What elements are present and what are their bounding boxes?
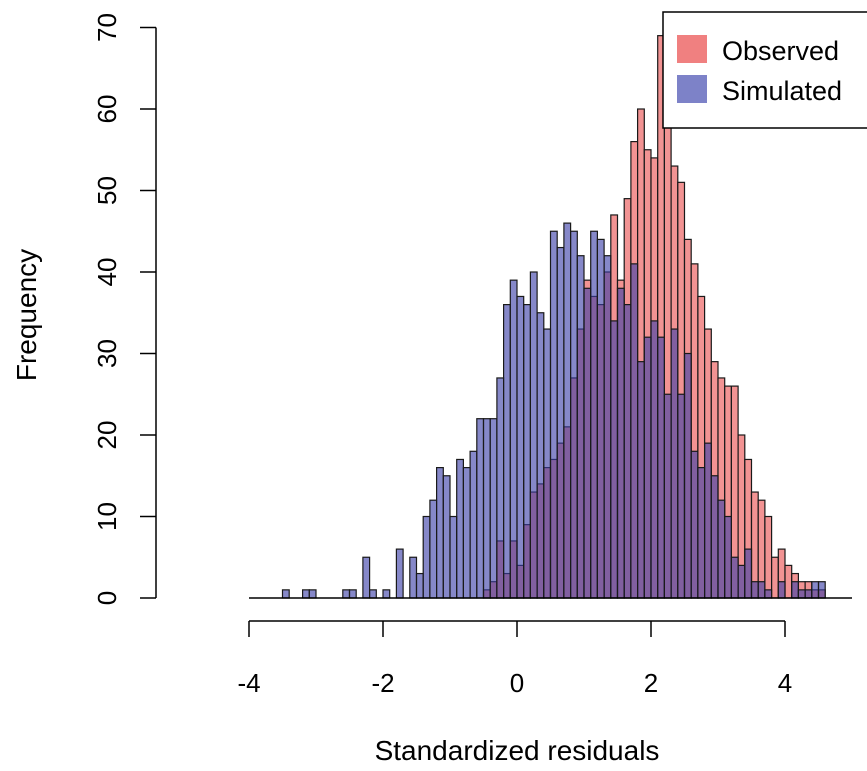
simulated-bar: [449, 515, 458, 599]
y-tick-label: 70: [92, 13, 122, 42]
simulated-bar: [429, 499, 438, 599]
simulated-bar: [415, 572, 424, 599]
y-tick-label: 30: [92, 339, 122, 368]
simulated-bar: [395, 548, 404, 599]
simulated-bar: [590, 230, 599, 599]
simulated-bar: [362, 556, 371, 599]
simulated-bar: [717, 499, 726, 599]
simulated-bar: [603, 255, 612, 599]
simulated-bar: [348, 589, 357, 599]
x-tick-label: 2: [644, 668, 658, 698]
simulated-bar: [536, 312, 545, 599]
simulated-bar: [744, 548, 753, 599]
simulated-bar: [496, 377, 505, 599]
simulated-bar: [576, 255, 585, 599]
simulated-bar: [683, 352, 692, 599]
simulated-bar: [623, 304, 632, 599]
x-tick-label: -2: [371, 668, 394, 698]
y-tick-label: 20: [92, 421, 122, 450]
y-tick-label: 10: [92, 502, 122, 531]
simulated-bar: [482, 418, 491, 599]
simulated-bar: [422, 515, 431, 599]
simulated-bar: [342, 589, 351, 599]
simulated-bar: [811, 581, 820, 599]
simulated-bar: [281, 589, 290, 599]
y-axis-title: Frequency: [11, 249, 42, 381]
simulated-bar: [677, 393, 686, 599]
simulated-bar: [476, 418, 485, 599]
legend-label-simulated: Simulated: [722, 76, 842, 106]
simulated-bar: [610, 320, 619, 599]
simulated-bar: [563, 222, 572, 599]
observed-bar: [770, 556, 779, 599]
simulated-bar: [556, 246, 565, 599]
y-tick-label: 0: [92, 591, 122, 605]
simulated-bar: [308, 589, 317, 599]
simulated-bar: [710, 475, 719, 599]
simulated-bar: [724, 515, 733, 599]
simulated-bar: [569, 230, 578, 599]
simulated-bar: [596, 238, 605, 599]
simulated-bar: [797, 589, 806, 599]
y-tick-label: 60: [92, 95, 122, 124]
simulated-bar: [630, 263, 639, 599]
simulated-bar: [369, 589, 377, 599]
simulated-bar: [757, 581, 766, 599]
simulated-bar: [616, 287, 625, 599]
simulated-bar: [516, 295, 525, 599]
simulated-bar: [777, 581, 786, 599]
simulated-bar: [730, 556, 739, 599]
simulated-bar: [442, 475, 451, 599]
simulated-bar: [503, 304, 511, 599]
simulated-bar: [549, 230, 558, 599]
simulated-bar: [456, 458, 465, 599]
legend: Observed Simulated: [662, 11, 867, 129]
simulated-bars: [281, 222, 826, 599]
legend-label-observed: Observed: [722, 36, 839, 66]
simulated-bar: [469, 450, 478, 599]
y-axis: 0 10 20 30 40 50 60 70: [92, 13, 157, 605]
observed-bar: [764, 515, 773, 599]
legend-swatch-observed: [677, 35, 707, 63]
simulated-bar: [543, 328, 552, 599]
simulated-bar: [643, 336, 652, 599]
simulated-bar: [690, 450, 699, 599]
x-tick-label: 0: [510, 668, 524, 698]
simulated-bar: [509, 279, 518, 599]
observed-bar: [784, 564, 793, 599]
x-tick-label: -4: [237, 668, 260, 698]
simulated-bar: [737, 564, 746, 599]
simulated-bar: [764, 589, 773, 599]
legend-box: [662, 11, 867, 129]
simulated-bar: [583, 287, 592, 599]
y-tick-label: 50: [92, 176, 122, 205]
simulated-bar: [697, 467, 706, 599]
simulated-bar: [817, 581, 826, 599]
simulated-bar: [657, 336, 666, 599]
x-axis: -4 -2 0 2 4: [237, 620, 792, 698]
y-tick-label: 40: [92, 258, 122, 287]
legend-swatch-simulated: [677, 75, 707, 103]
simulated-bar: [462, 467, 471, 599]
simulated-bar: [650, 320, 659, 599]
simulated-bar: [529, 271, 538, 599]
simulated-bar: [636, 361, 645, 599]
simulated-bar: [489, 418, 498, 599]
simulated-bar: [750, 581, 759, 599]
x-axis-title: Standardized residuals: [375, 735, 660, 766]
simulated-bar: [804, 589, 813, 599]
simulated-bar: [436, 467, 444, 599]
simulated-bar: [663, 393, 672, 599]
simulated-bar: [302, 589, 310, 599]
x-tick-label: 4: [778, 668, 792, 698]
simulated-bar: [670, 328, 679, 599]
simulated-bar: [409, 556, 418, 599]
simulated-bar: [523, 304, 532, 599]
simulated-bar: [791, 581, 800, 599]
simulated-bar: [703, 442, 712, 599]
simulated-bar: [382, 589, 391, 599]
